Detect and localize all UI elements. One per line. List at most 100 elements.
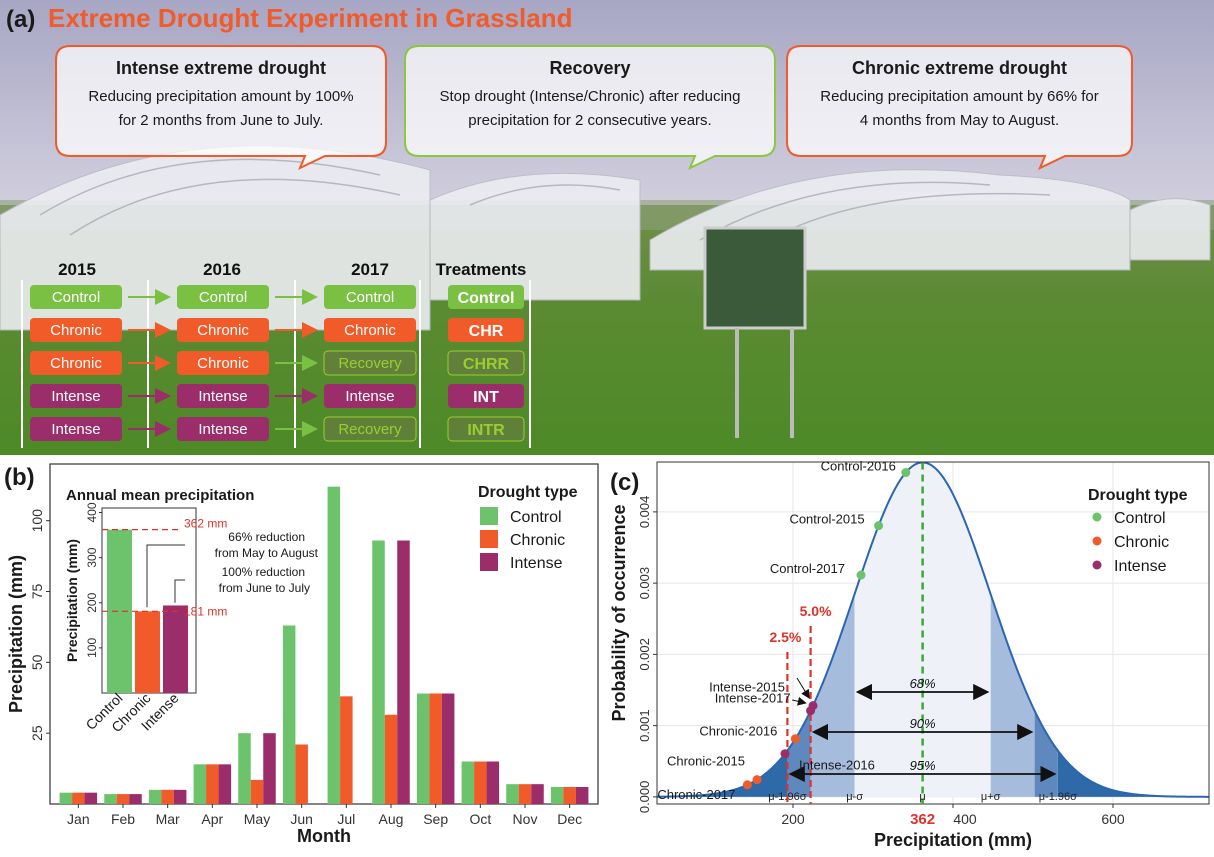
panel-c-label: (c) [610, 469, 639, 496]
tail-region [1057, 750, 1209, 797]
bar-chronic [518, 784, 532, 804]
bar-control [238, 733, 251, 804]
inset-y-tick-label: 300 [85, 547, 99, 567]
year-cell-label: Chronic [197, 355, 249, 372]
point-label: Control-2016 [821, 459, 896, 474]
x-axis-label-c: Precipitation (mm) [874, 830, 1032, 850]
bar-control [372, 540, 385, 804]
tail-region [657, 750, 788, 797]
legend-swatch-b [480, 530, 498, 548]
legend-title-c: Drought type [1088, 487, 1188, 504]
bar-chronic [250, 779, 264, 804]
year-cell-label: Chronic [50, 322, 102, 339]
treatment-label: CHRR [463, 356, 510, 373]
callout-text: for 2 months from June to July. [119, 112, 324, 129]
bar-chronic [161, 789, 174, 804]
treatment-cell [447, 350, 525, 376]
year-cell [177, 351, 269, 375]
legend-label-b: Chronic [510, 532, 565, 549]
point-chronic [790, 734, 800, 744]
callout-title: Intense extreme drought [116, 58, 326, 78]
x-tick-label-b: Feb [111, 811, 135, 827]
legend-label-b: Intense [510, 555, 563, 572]
legend-swatch-b [480, 507, 498, 525]
year-cell-label: Control [199, 289, 247, 306]
bar-intense [263, 733, 276, 804]
bar-intense [397, 540, 410, 804]
year-cell-label: Chronic [197, 322, 249, 339]
interval-label: 90% [910, 716, 936, 731]
plot-frame-c [656, 461, 1210, 805]
year-cell-label: Intense [51, 421, 100, 438]
point-label: Control-2017 [770, 561, 845, 576]
year-cell [324, 318, 416, 342]
x-tick-label-b: May [244, 811, 270, 827]
x-tick-label-c: 400 [953, 811, 977, 827]
point-label: Chronic-2016 [699, 724, 777, 739]
point-chronic [742, 780, 752, 790]
inset-ref-label: 181 mm [184, 604, 227, 618]
sigma-label: μ-σ [846, 791, 863, 803]
inset-y-label: Precipitation (mm) [64, 539, 80, 662]
callout-title: Chronic extreme drought [852, 58, 1067, 78]
treatment-cell [447, 416, 525, 442]
year-header: 2017 [351, 260, 389, 279]
inset-title: Annual mean precipitation [66, 487, 254, 504]
panel-b-label: (b) [4, 464, 35, 491]
bar-control [506, 784, 519, 804]
point-label: Intense-2015 [709, 680, 785, 695]
year-cell-label: Intense [198, 388, 247, 405]
point-control [856, 570, 866, 580]
inset-annotation: from June to July [219, 581, 310, 595]
year-cell [323, 416, 417, 442]
callout-outline [786, 45, 1133, 171]
legend-label-c: Intense [1114, 558, 1167, 575]
y-tick-label-b: 50 [29, 654, 45, 670]
legend-dot-c [1092, 512, 1102, 522]
bar-control [282, 625, 296, 804]
band-90 [990, 594, 1035, 797]
label-leader [792, 696, 807, 706]
year-cell [30, 417, 122, 441]
year-cell-label: Recovery [338, 355, 402, 372]
bar-control [550, 787, 564, 804]
point-label: Intense-2017 [715, 691, 791, 706]
inset-leader [146, 544, 185, 608]
x-tick-label-b: Jul [337, 811, 355, 827]
year-cell-label: Control [52, 289, 100, 306]
inset-ref-label: 362 mm [184, 517, 227, 531]
inset-annotation: 100% reduction [222, 565, 305, 579]
legend-label-b: Control [510, 509, 562, 526]
bar-control [416, 693, 430, 804]
y-tick-label-c: 0.003 [637, 567, 652, 600]
callout-outline [404, 45, 776, 171]
year-cell [30, 351, 122, 375]
percentile-label: 5.0% [800, 603, 832, 619]
y-tick-label-c: 0.002 [637, 638, 652, 671]
legend-label-c: Control [1114, 510, 1166, 527]
callout-bubble: Chronic extreme drought Reducing precipit… [786, 45, 1133, 171]
year-cell [30, 318, 122, 342]
bar-intense [173, 789, 187, 804]
y-axis-label-c: Probability of occurrence [609, 504, 629, 721]
x-tick-label-b: Aug [379, 811, 404, 827]
x-tick-label-b: Oct [469, 811, 491, 827]
treatment-row: Chronic Chronic Recovery CHRR [30, 350, 525, 376]
x-tick-label-b: Apr [201, 811, 223, 827]
treatment-row: Intense Intense Intense INT [30, 384, 524, 408]
bar-intense [84, 792, 98, 804]
bar-chronic [563, 787, 576, 804]
y-tick-label-c: 0.000 [637, 781, 652, 814]
sigma-label: μ-1.96σ [1039, 791, 1077, 803]
year-cell [324, 285, 416, 309]
y-axis-label-b: Precipitation (mm) [6, 555, 26, 713]
bar-chronic [474, 761, 487, 804]
year-header: Treatments [436, 260, 527, 279]
bar-control [59, 792, 73, 804]
point-label: Intense-2016 [799, 758, 875, 773]
treatment-cell [448, 285, 524, 309]
callout-text: Reducing precipitation amount by 100% [88, 88, 353, 105]
callout-text: Stop drought (Intense/Chronic) after red… [439, 88, 740, 105]
